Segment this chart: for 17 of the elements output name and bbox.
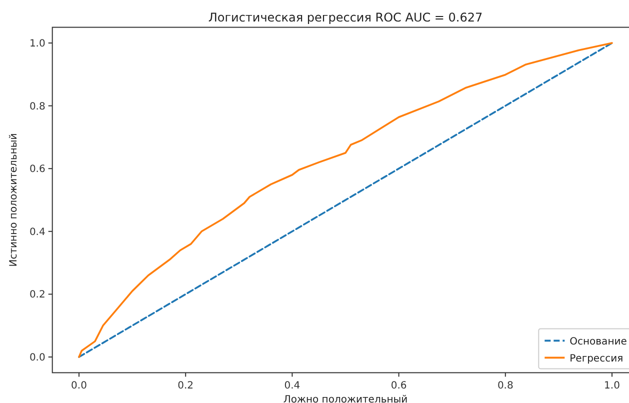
- chart-title: Логистическая регрессия ROC AUC = 0.627: [208, 10, 483, 24]
- x-tick-label: 0.6: [390, 380, 407, 392]
- y-tick-label: 0.8: [29, 101, 46, 112]
- y-tick-label: 1.0: [29, 38, 46, 50]
- x-tick-label: 0.0: [71, 380, 87, 392]
- x-tick-label: 0.4: [284, 380, 300, 392]
- y-tick-label: 0.6: [29, 164, 46, 176]
- x-axis-title: Ложно положительный: [283, 394, 408, 403]
- legend-label: Основание: [570, 336, 627, 348]
- y-axis-title: Истинно положительный: [8, 133, 20, 267]
- x-tick-label: 0.8: [497, 380, 514, 392]
- x-tick-label: 0.2: [178, 380, 194, 392]
- y-tick-label: 0.2: [29, 290, 46, 301]
- x-tick-label: 1.0: [604, 380, 620, 392]
- legend-label: Регрессия: [570, 354, 624, 365]
- y-tick-label: 0.0: [29, 352, 46, 364]
- y-tick-label: 0.4: [29, 226, 46, 238]
